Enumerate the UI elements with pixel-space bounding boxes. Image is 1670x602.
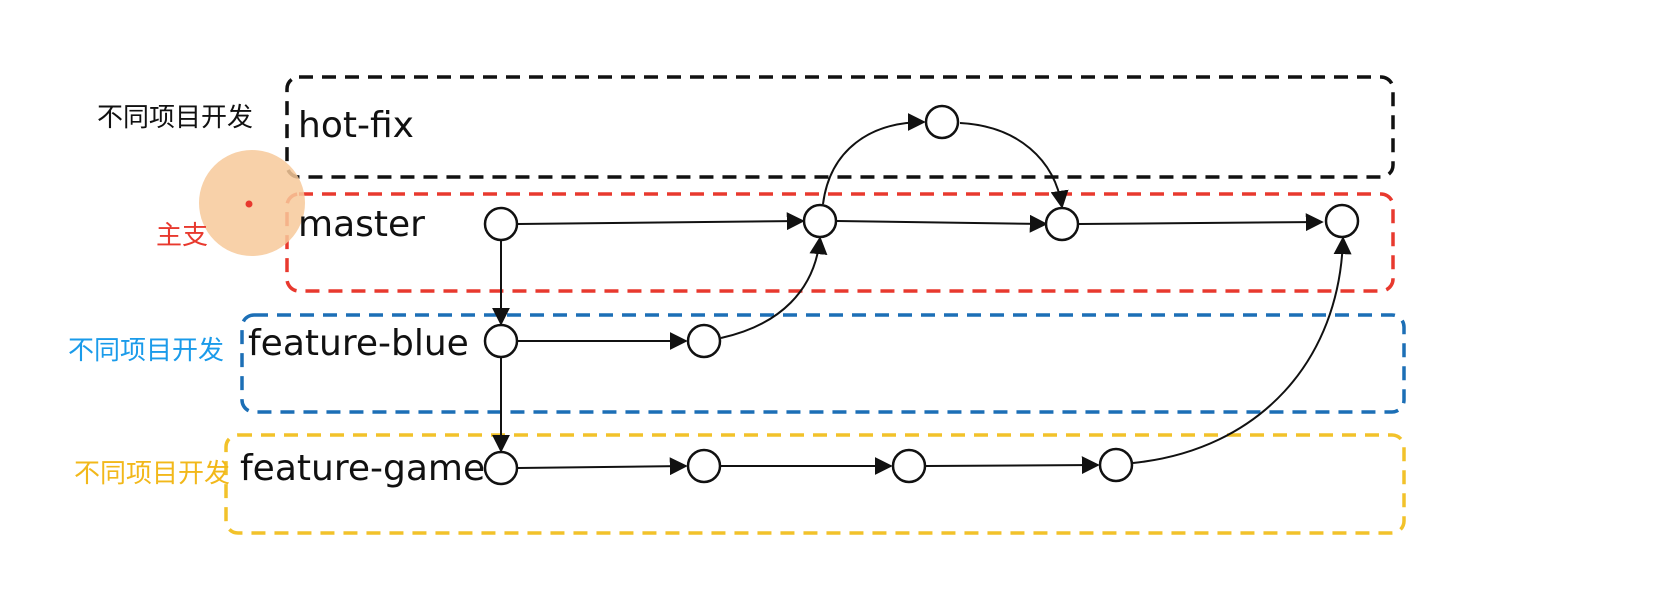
commit-m1 bbox=[483, 206, 519, 242]
edge-g3-g4 bbox=[925, 456, 1100, 475]
commit-h1 bbox=[924, 104, 960, 140]
commit-g2 bbox=[686, 448, 722, 484]
edge-m3-m4 bbox=[1078, 213, 1324, 232]
branch-label-hot-fix: hot-fix bbox=[298, 105, 414, 146]
lane-box-feature-game bbox=[224, 433, 1406, 535]
side-label-hot-fix: 不同项目开发 bbox=[97, 103, 254, 133]
commits bbox=[483, 104, 1360, 486]
branch-label-feature-game: feature-game bbox=[240, 448, 485, 489]
branch-label-feature-blue: feature-blue bbox=[248, 323, 469, 364]
commit-g1 bbox=[483, 450, 519, 486]
commit-b1 bbox=[483, 323, 519, 359]
lane-box-hot-fix bbox=[285, 75, 1395, 179]
commit-m2 bbox=[802, 203, 838, 239]
edge-m2-h1 bbox=[822, 113, 926, 205]
edge-m1-m2 bbox=[517, 212, 805, 231]
side-label-feature-game: 不同项目开发 bbox=[74, 459, 231, 489]
commit-g4 bbox=[1098, 447, 1134, 483]
cursor-dot bbox=[245, 200, 253, 208]
side-label-master: 主支 bbox=[156, 221, 209, 251]
edge-b2-m2 bbox=[720, 236, 828, 339]
branch-label-master: master bbox=[298, 204, 425, 245]
commit-g3 bbox=[891, 448, 927, 484]
side-label-feature-blue: 不同项目开发 bbox=[68, 336, 225, 366]
edge-h1-m3 bbox=[959, 122, 1069, 209]
edge-g1-g2 bbox=[517, 457, 688, 476]
lane-box-master bbox=[285, 192, 1395, 293]
commit-b2 bbox=[686, 323, 722, 359]
edges bbox=[492, 113, 1352, 476]
lane-box-feature-blue bbox=[240, 313, 1406, 414]
edge-g4-m4 bbox=[1132, 236, 1352, 464]
commit-m3 bbox=[1044, 206, 1080, 242]
edge-m2-m3 bbox=[836, 214, 1048, 233]
commit-m4 bbox=[1324, 203, 1360, 239]
